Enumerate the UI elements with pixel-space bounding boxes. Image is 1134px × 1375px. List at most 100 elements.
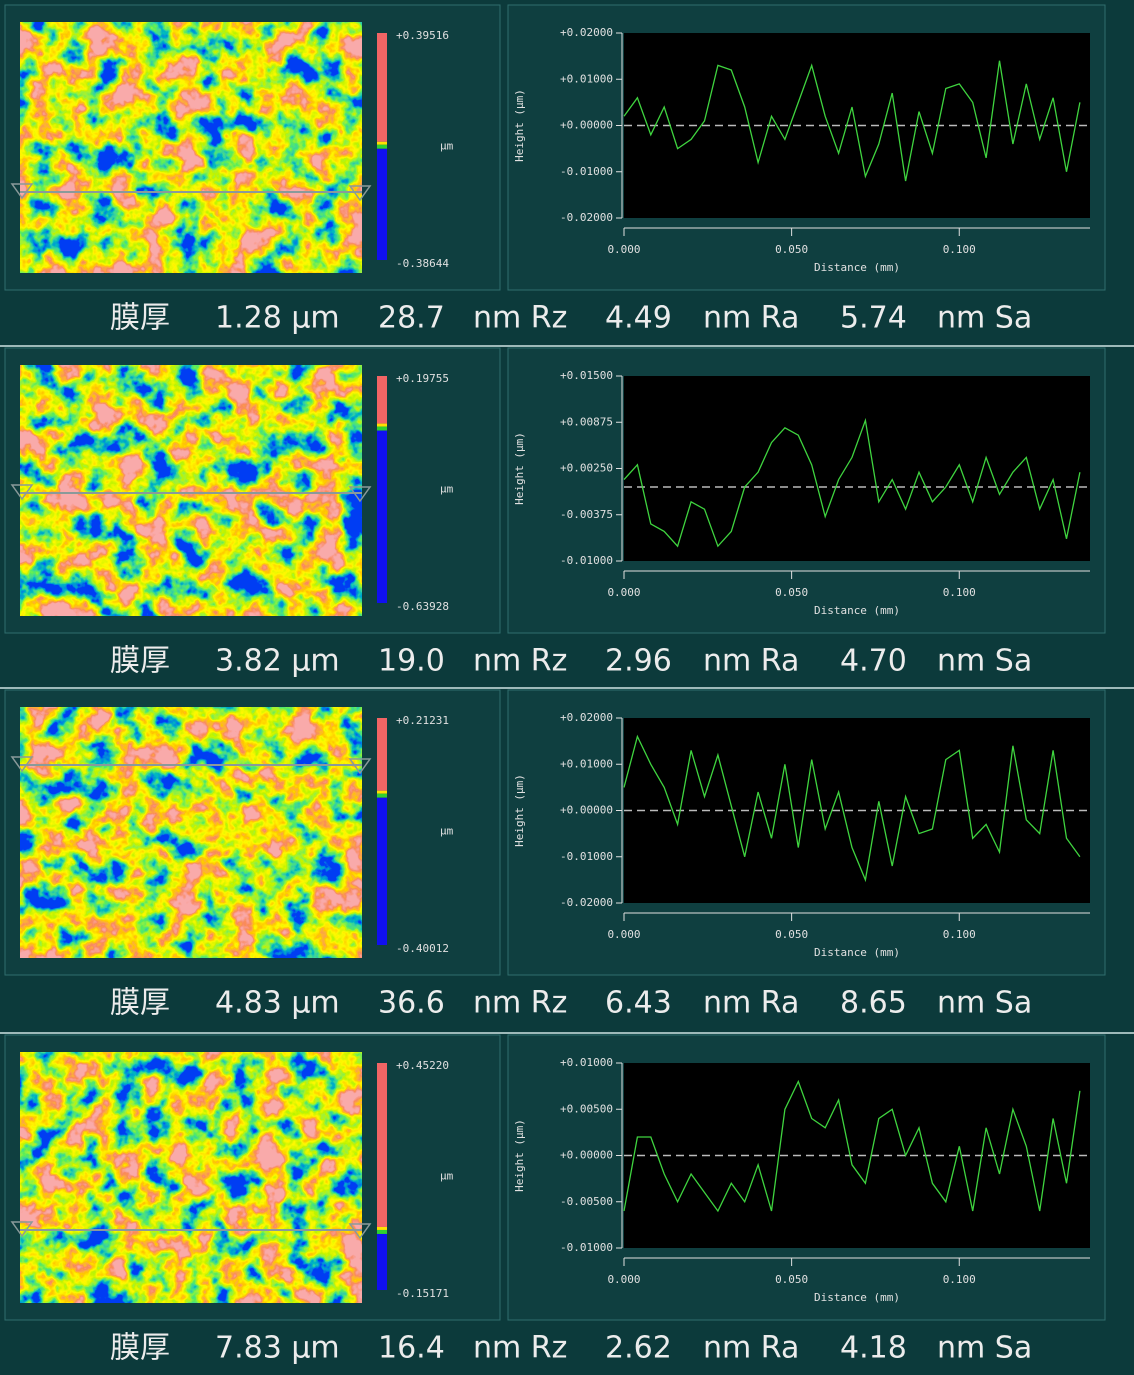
scale-min-label: -0.40012 <box>396 942 449 955</box>
profile-marker-end <box>348 1223 372 1240</box>
x-axis-label: Distance (mm) <box>814 946 900 959</box>
y-tick-label: +0.00000 <box>560 804 613 817</box>
caption-item: 膜厚 <box>110 301 170 336</box>
x-tick-label: 0.100 <box>943 928 976 941</box>
x-tick-label: 0.000 <box>607 1273 640 1286</box>
scale-max-bar <box>377 376 387 424</box>
x-tick-label: 0.100 <box>943 1273 976 1286</box>
x-axis-label: Distance (mm) <box>814 1291 900 1304</box>
x-axis-label: Distance (mm) <box>814 261 900 274</box>
caption-item: 膜厚 <box>110 1331 170 1366</box>
profile-line <box>623 1079 1081 1213</box>
plot-area <box>624 376 1090 561</box>
scale-min-label: -0.63928 <box>396 600 449 613</box>
caption-item: nm Rz <box>473 644 567 679</box>
caption-item: 7.83 µm <box>215 1331 340 1366</box>
x-tick-label: 0.100 <box>943 586 976 599</box>
surface-map <box>19 706 363 959</box>
y-tick-label: +0.00875 <box>560 415 613 428</box>
scale-max-bar <box>377 718 387 791</box>
scale-band-green <box>377 144 387 149</box>
y-tick-label: +0.00250 <box>560 462 613 475</box>
profile-marker-start <box>10 1221 34 1238</box>
y-tick-label: -0.01000 <box>560 850 613 863</box>
scale-max-label: +0.21231 <box>396 714 449 727</box>
surface-map <box>19 364 363 617</box>
scale-band-green <box>377 426 387 431</box>
profile-line <box>623 60 1081 182</box>
scale-max-bar <box>377 1063 387 1227</box>
scale-min-bar <box>377 430 387 603</box>
scale-max-label: +0.39516 <box>396 29 449 42</box>
y-tick-label: -0.01000 <box>560 554 613 567</box>
caption-item: 4.83 µm <box>215 986 340 1021</box>
scale-unit: µm <box>440 140 454 153</box>
x-tick-label: 0.000 <box>607 243 640 256</box>
caption-item: 1.28 µm <box>215 301 340 336</box>
y-tick-label: +0.00000 <box>560 1149 613 1162</box>
caption-item: 16.4 <box>378 1331 445 1366</box>
y-tick-label: +0.00000 <box>560 119 613 132</box>
x-tick-label: 0.050 <box>775 1273 808 1286</box>
profile-marker-end <box>348 758 372 775</box>
x-tick-label: 0.000 <box>607 928 640 941</box>
profile-line <box>623 417 1081 548</box>
caption-item: nm Sa <box>937 644 1032 679</box>
scale-max-label: +0.19755 <box>396 372 449 385</box>
caption-item: nm Ra <box>703 644 799 679</box>
caption-item: 膜厚 <box>110 986 170 1021</box>
surface-map <box>19 21 363 274</box>
scale-max-label: +0.45220 <box>396 1059 449 1072</box>
y-tick-label: +0.01500 <box>560 369 613 382</box>
caption-item: 19.0 <box>378 644 445 679</box>
caption-item: nm Rz <box>473 1331 567 1366</box>
caption-item: 膜厚 <box>110 644 170 679</box>
x-tick-label: 0.050 <box>775 586 808 599</box>
y-tick-label: -0.02000 <box>560 211 613 224</box>
x-tick-label: 0.000 <box>607 586 640 599</box>
caption-item: nm Sa <box>937 986 1032 1021</box>
scale-unit: µm <box>440 483 454 496</box>
scale-min-bar <box>377 797 387 945</box>
y-tick-label: +0.02000 <box>560 711 613 724</box>
caption-item: nm Ra <box>703 986 799 1021</box>
caption-item: 8.65 <box>840 986 907 1021</box>
y-tick-label: -0.01000 <box>560 1241 613 1254</box>
x-axis-label: Distance (mm) <box>814 604 900 617</box>
y-tick-label: +0.01000 <box>560 72 613 85</box>
surface-map <box>19 1051 363 1304</box>
y-tick-label: +0.01000 <box>560 757 613 770</box>
scale-unit: µm <box>440 1170 454 1183</box>
caption-item: 2.62 <box>605 1331 672 1366</box>
scale-band-yellow <box>377 141 387 145</box>
x-tick-label: 0.050 <box>775 928 808 941</box>
x-tick-label: 0.050 <box>775 243 808 256</box>
scale-band-yellow <box>377 423 387 427</box>
y-tick-label: -0.02000 <box>560 896 613 909</box>
caption-item: 5.74 <box>840 301 907 336</box>
scale-min-bar <box>377 1233 387 1290</box>
y-tick-label: +0.00500 <box>560 1102 613 1115</box>
caption-item: nm Sa <box>937 301 1032 336</box>
caption-item: 6.43 <box>605 986 672 1021</box>
caption-item: nm Rz <box>473 986 567 1021</box>
y-tick-label: +0.02000 <box>560 26 613 39</box>
caption-item: 3.82 µm <box>215 644 340 679</box>
x-tick-label: 0.100 <box>943 243 976 256</box>
y-axis-label: Height (µm) <box>513 89 526 162</box>
scale-min-label: -0.38644 <box>396 257 449 270</box>
profile-marker-start <box>10 756 34 773</box>
scale-band-yellow <box>377 790 387 794</box>
caption-item: nm Ra <box>703 301 799 336</box>
y-axis-label: Height (µm) <box>513 1119 526 1192</box>
profile-line <box>623 734 1081 883</box>
caption-item: 36.6 <box>378 986 445 1021</box>
scale-max-bar <box>377 33 387 142</box>
scale-min-bar <box>377 148 387 260</box>
scale-band-green <box>377 793 387 798</box>
y-axis-label: Height (µm) <box>513 432 526 505</box>
caption-item: nm Rz <box>473 301 567 336</box>
y-tick-label: +0.01000 <box>560 1056 613 1069</box>
plot-area <box>624 1063 1090 1248</box>
